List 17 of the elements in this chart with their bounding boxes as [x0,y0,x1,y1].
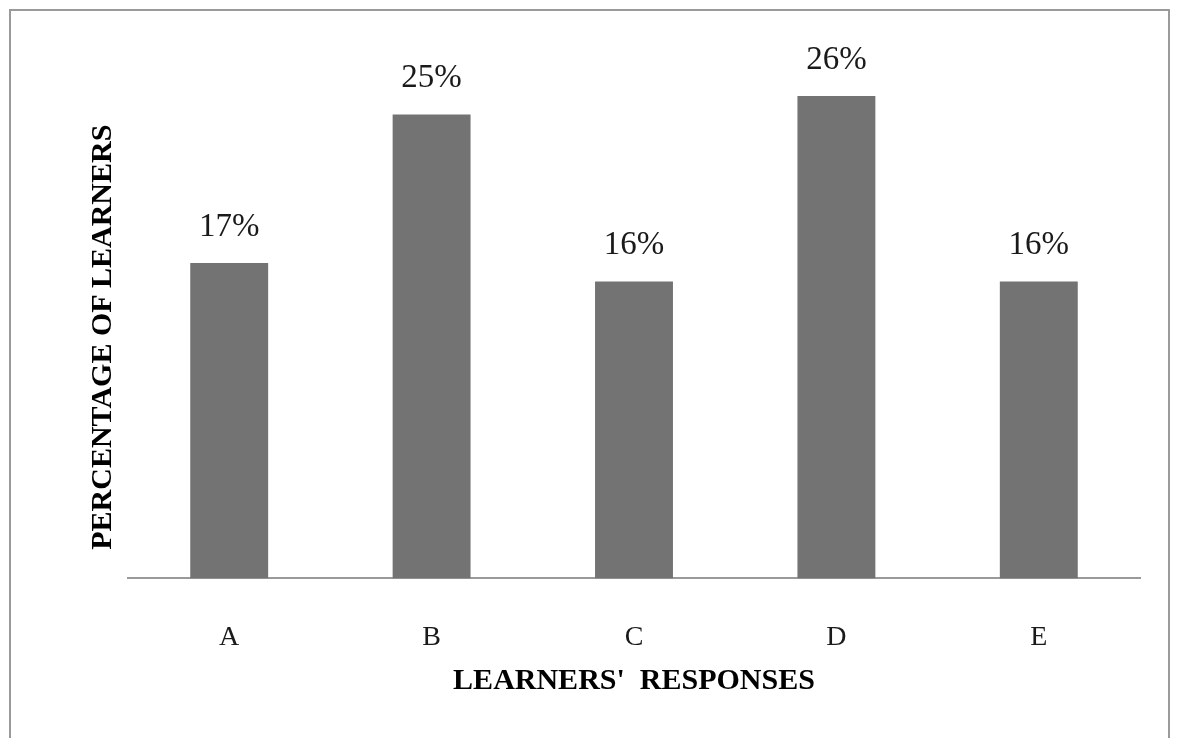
x-axis-title: LEARNERS' RESPONSES [453,661,815,695]
data-label: 16% [1008,225,1070,262]
data-label: 25% [401,58,462,95]
data-label: 17% [198,206,260,243]
bar [797,96,876,579]
y-axis-title: PERCENTAGE OF LEARNERS [83,124,117,550]
bar [999,281,1078,579]
x-tick-label: E [1030,619,1048,651]
bar [190,262,269,579]
bar [392,114,471,579]
bar [595,281,673,579]
x-tick-label: A [219,619,241,651]
data-label: 26% [806,39,867,76]
data-label: 16% [603,225,665,262]
x-tick-label: B [422,619,441,651]
x-tick-label: C [624,619,644,651]
x-tick-label: D [826,619,847,651]
